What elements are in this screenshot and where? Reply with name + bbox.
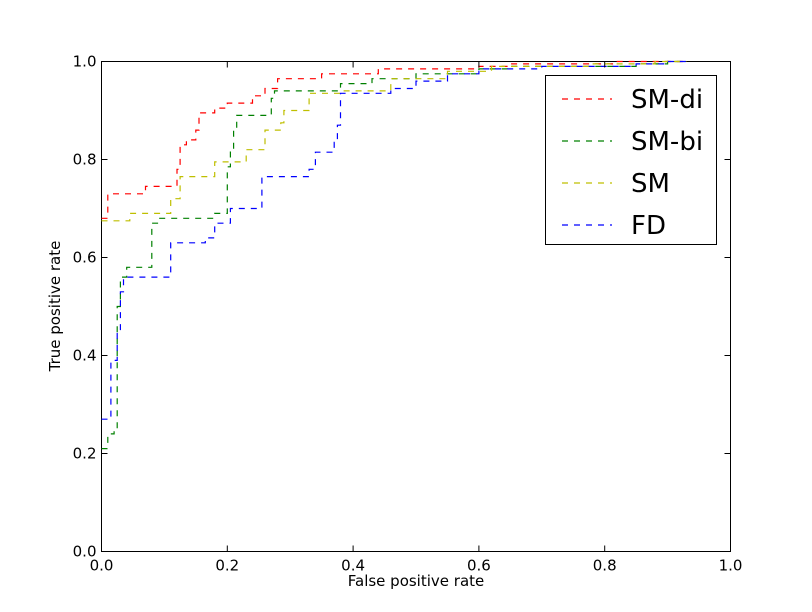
y-tick-label: 0.2: [73, 445, 97, 463]
series-line-sm-bi: [101, 60, 687, 450]
x-tick-label: 1.0: [719, 557, 743, 575]
tick-layer: 0.0 0.2 0.4 0.6 0.8 1.0 0.0 0.2 0.4 0.6 0.8 1.0: [73, 53, 743, 575]
x-tick-label: 0.2: [215, 557, 239, 575]
series-layer: [101, 60, 687, 450]
legend-label-sm-bi: SM-bi: [631, 127, 703, 157]
series-line-fd: [101, 60, 687, 420]
legend: SM-di SM-bi SM FD: [545, 75, 717, 245]
x-tick-label: 0.4: [341, 557, 365, 575]
series-line-sm-di: [101, 60, 687, 219]
x-axis-label: False positive rate: [348, 572, 485, 590]
legend-label-sm: SM: [631, 169, 670, 199]
y-tick-label: 0.6: [73, 249, 97, 267]
legend-box: [545, 75, 717, 245]
y-tick-label: 0.0: [73, 543, 97, 561]
plot-area: [101, 61, 731, 552]
y-tick-label: 0.8: [73, 151, 97, 169]
legend-label-sm-di: SM-di: [631, 85, 703, 115]
legend-label-fd: FD: [631, 211, 666, 241]
x-tick-label: 0.0: [90, 557, 114, 575]
series-line-sm: [101, 60, 687, 222]
y-axis-label: True positive rate: [46, 241, 64, 373]
x-tick-label: 0.8: [593, 557, 617, 575]
x-tick-label: 0.6: [467, 557, 491, 575]
y-tick-label: 0.4: [73, 347, 97, 365]
y-tick-label: 1.0: [73, 53, 97, 71]
